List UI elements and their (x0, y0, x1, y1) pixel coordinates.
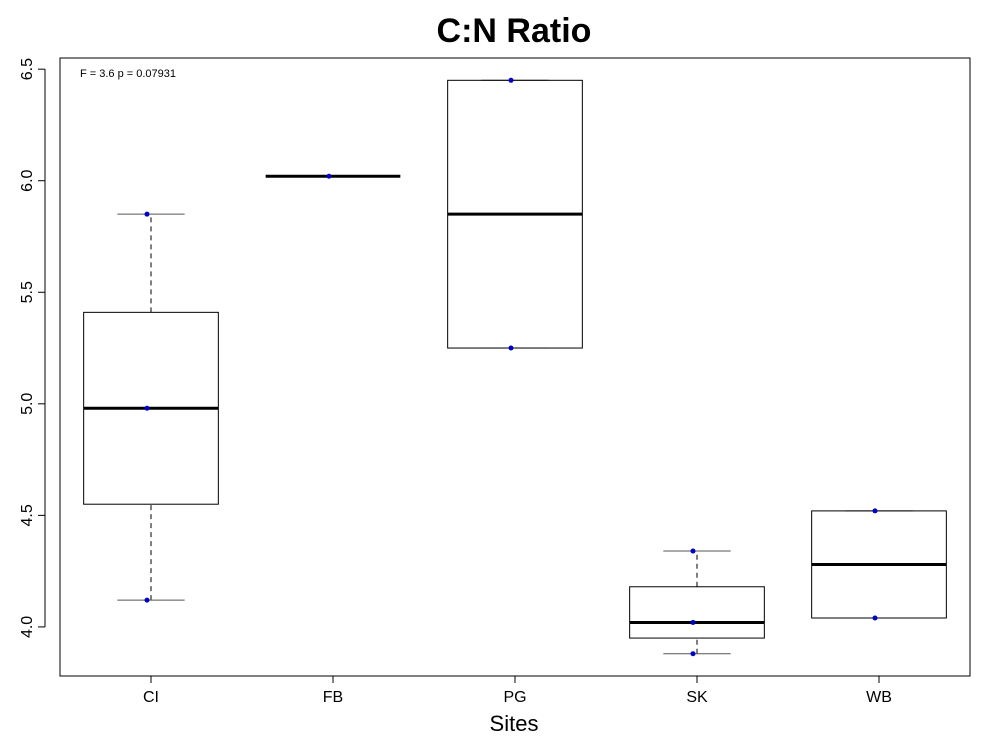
data-point (872, 615, 878, 621)
boxes-layer (83, 77, 947, 657)
data-point (508, 345, 514, 351)
y-tick-label: 5.0 (19, 393, 36, 415)
x-tick-label: FB (323, 689, 343, 706)
data-point (326, 173, 332, 179)
data-point (508, 77, 514, 83)
x-axis-label: Sites (490, 711, 539, 736)
box-ci (83, 211, 219, 603)
data-point (144, 211, 150, 217)
data-point (690, 651, 696, 657)
y-tick-label: 4.0 (19, 616, 36, 638)
data-point (144, 597, 150, 603)
box-fb (265, 173, 401, 179)
iqr-box (629, 586, 765, 639)
y-tick-label: 4.5 (19, 504, 36, 526)
x-tick-label: CI (143, 689, 159, 706)
data-point (144, 405, 150, 411)
data-point (690, 619, 696, 625)
y-tick-label: 6.5 (19, 58, 36, 80)
y-tick-label: 6.0 (19, 169, 36, 191)
box-wb (811, 508, 947, 621)
data-point (690, 548, 696, 554)
box-pg (447, 77, 583, 351)
x-tick-label: SK (686, 689, 708, 706)
x-axis: CI FB PG SK WB (143, 675, 892, 706)
plot-frame (59, 57, 971, 677)
x-tick-label: WB (866, 689, 892, 706)
box-sk (629, 548, 765, 657)
chart-title: C:N Ratio (437, 12, 592, 50)
data-point (872, 508, 878, 514)
y-tick-label: 5.5 (19, 281, 36, 303)
stats-annotation: F = 3.6 p = 0.07931 (80, 68, 176, 80)
y-axis: 4.0 4.5 5.0 5.5 6.0 6.5 (19, 58, 46, 638)
x-tick-label: PG (503, 689, 526, 706)
